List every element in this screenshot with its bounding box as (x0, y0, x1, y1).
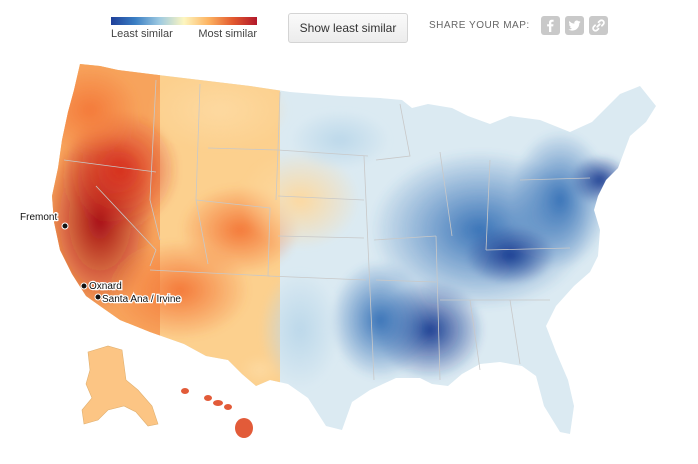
contiguous-us (52, 64, 656, 434)
alaska (81, 345, 159, 427)
share-label: SHARE YOUR MAP: (429, 20, 530, 31)
city-label: Fremont (20, 212, 57, 223)
oxnard-marker: Oxnard (80, 280, 123, 293)
similarity-legend: Least similar Most similar (111, 17, 257, 40)
link-icon[interactable] (588, 16, 608, 35)
legend-color-bar (111, 17, 257, 25)
city-label: Oxnard (89, 281, 122, 292)
hawaii (181, 388, 253, 438)
facebook-icon[interactable] (540, 16, 560, 35)
fremont-marker: Fremont (19, 211, 69, 230)
state-borders (63, 79, 591, 381)
santa-ana-irvine-marker: Santa Ana / Irvine (94, 293, 183, 306)
city-label: Santa Ana / Irvine (102, 294, 181, 305)
show-least-similar-button[interactable]: Show least similar (288, 13, 408, 43)
legend-low-label: Least similar (111, 28, 173, 40)
legend-high-label: Most similar (198, 28, 257, 40)
similarity-heatmap: Fremont Oxnard Santa Ana / Irvine (0, 55, 698, 459)
share-bar: SHARE YOUR MAP: (429, 16, 608, 35)
twitter-icon[interactable] (564, 16, 584, 35)
